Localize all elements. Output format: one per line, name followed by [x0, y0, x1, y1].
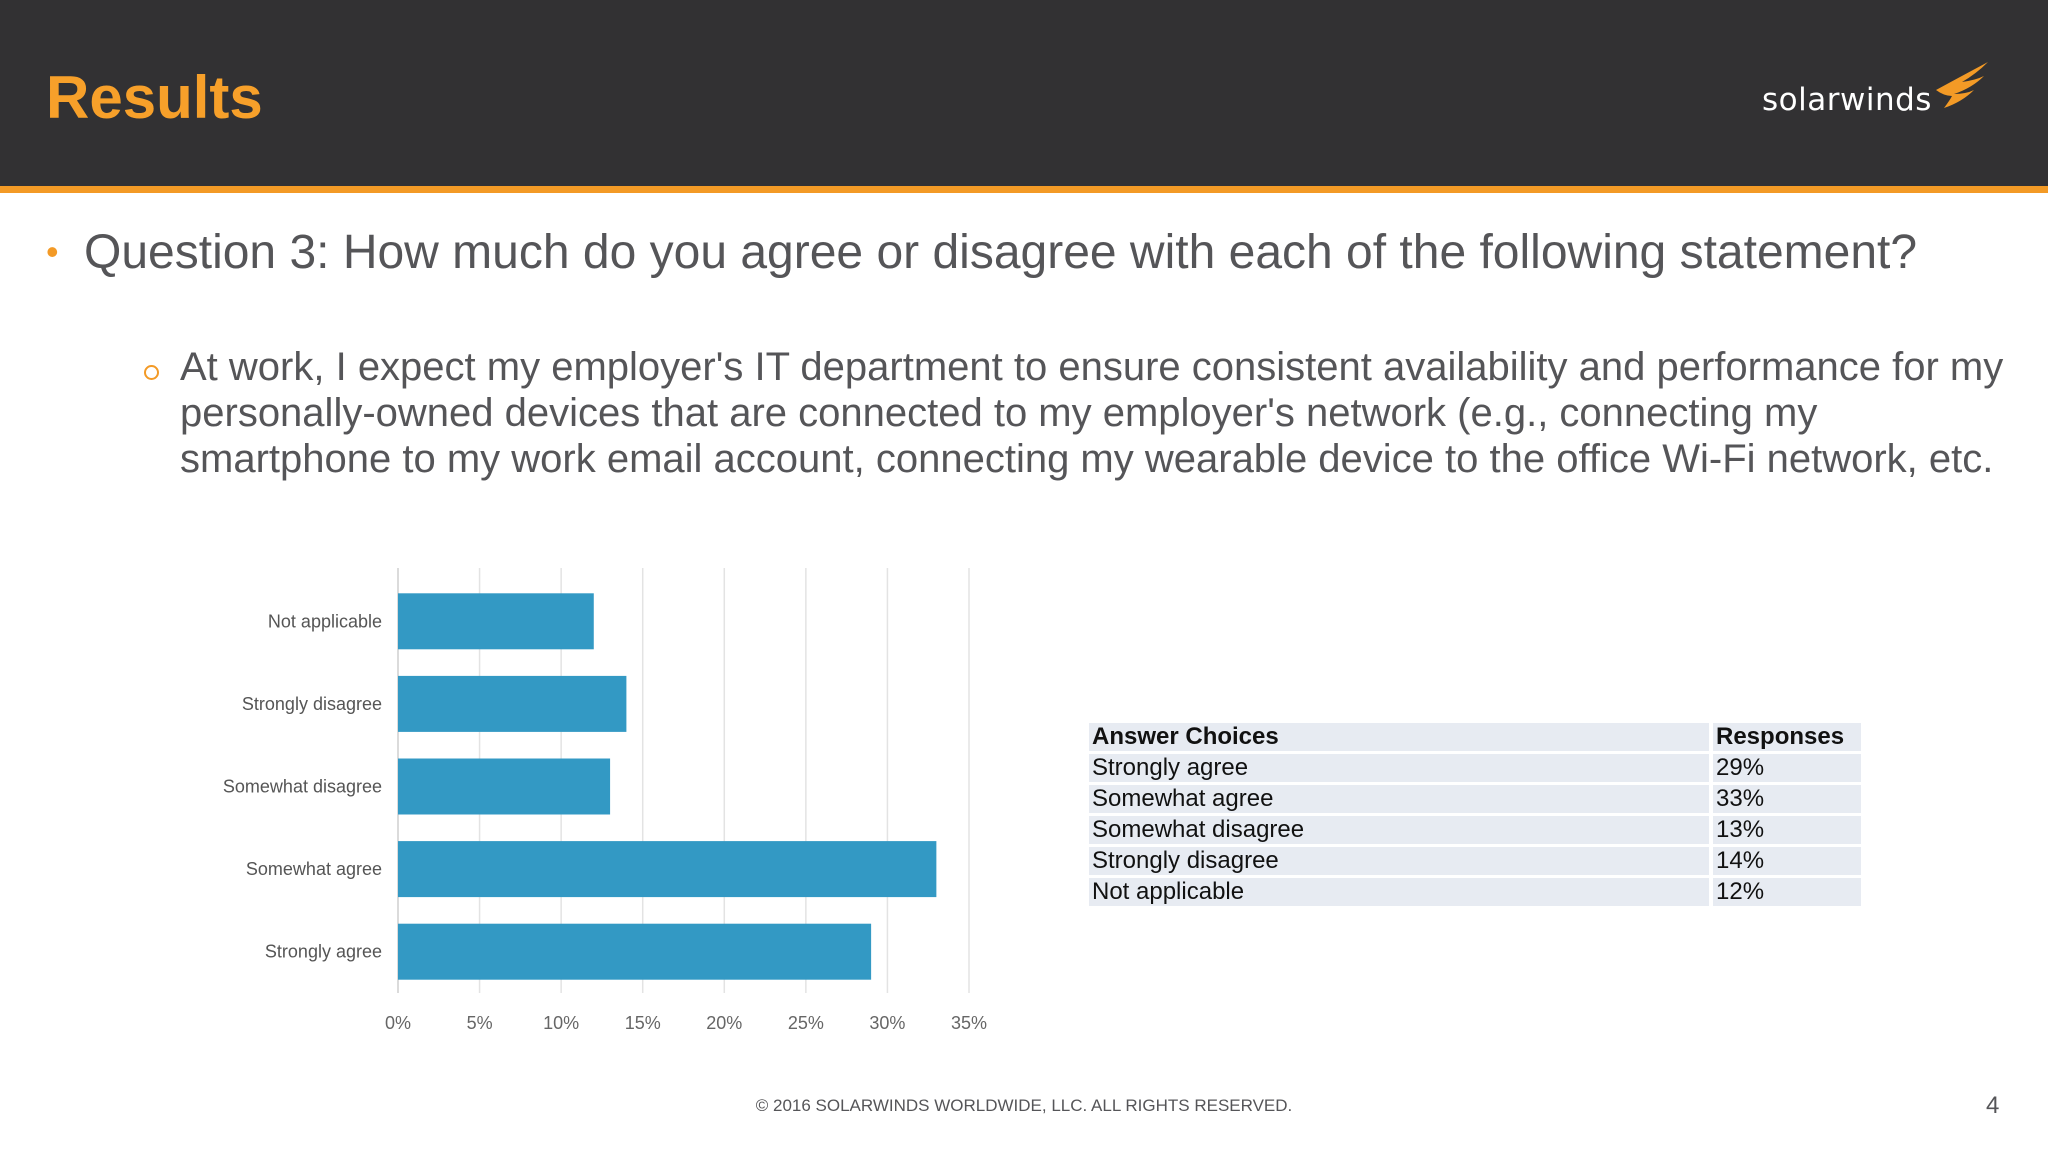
- table-row: Somewhat disagree 13%: [1089, 816, 1861, 844]
- table-header-row: Answer Choices Responses: [1089, 723, 1861, 751]
- chart-x-ticks: 0% 5% 10% 15% 20% 25% 30% 35%: [385, 1013, 987, 1033]
- chart-svg: Not applicable Strongly disagree Somewhat …: [223, 568, 987, 1033]
- table-header-responses: Responses: [1709, 723, 1861, 751]
- bar: [398, 758, 611, 815]
- bar: [398, 841, 937, 898]
- solarwinds-flame-icon: [1936, 62, 1988, 108]
- table-cell-response: 13%: [1709, 816, 1861, 844]
- table-cell-response: 12%: [1709, 878, 1861, 906]
- table-cell-response: 33%: [1709, 785, 1861, 813]
- bar: [398, 675, 627, 732]
- x-tick-label: 5%: [467, 1013, 493, 1033]
- table-cell-response: 14%: [1709, 847, 1861, 875]
- table-cell-answer: Not applicable: [1089, 878, 1709, 906]
- category-label: Strongly agree: [265, 942, 382, 962]
- x-tick-label: 15%: [625, 1013, 661, 1033]
- slide-title: Results: [46, 64, 263, 131]
- bullet-dot-icon: •: [46, 231, 59, 272]
- table-header-answer: Answer Choices: [1089, 723, 1709, 751]
- table-row: Not applicable 12%: [1089, 878, 1861, 906]
- statement-text: At work, I expect my employer's IT depar…: [180, 345, 2004, 481]
- category-label: Not applicable: [268, 611, 382, 631]
- page-number: 4: [1986, 1092, 2000, 1119]
- bar: [398, 923, 872, 980]
- footer-copyright: © 2016 SOLARWINDS WORLDWIDE, LLC. ALL RI…: [755, 1096, 1293, 1115]
- solarwinds-logo: solarwinds: [1762, 60, 1992, 130]
- question-text: Question 3: How much do you agree or dis…: [84, 226, 1918, 279]
- x-tick-label: 10%: [543, 1013, 579, 1033]
- responses-bar-chart: Not applicable Strongly disagree Somewhat …: [190, 568, 1020, 1048]
- table-cell-answer: Somewhat disagree: [1089, 816, 1709, 844]
- x-tick-label: 0%: [385, 1013, 411, 1033]
- table-cell-answer: Somewhat agree: [1089, 785, 1709, 813]
- table-row: Strongly disagree 14%: [1089, 847, 1861, 875]
- x-tick-label: 35%: [951, 1013, 987, 1033]
- table-row: Strongly agree 29%: [1089, 754, 1861, 782]
- table-cell-answer: Strongly disagree: [1089, 847, 1709, 875]
- bullet-circle-icon: [144, 365, 159, 380]
- table-cell-answer: Strongly agree: [1089, 754, 1709, 782]
- category-label: Somewhat agree: [246, 859, 382, 879]
- chart-bars: [398, 593, 937, 980]
- chart-category-labels: Not applicable Strongly disagree Somewhat …: [223, 611, 382, 961]
- slide-header: Results solarwinds: [0, 0, 2048, 193]
- logo-text: solarwinds: [1762, 82, 1932, 118]
- category-label: Strongly disagree: [242, 694, 382, 714]
- x-tick-label: 20%: [706, 1013, 742, 1033]
- category-label: Somewhat disagree: [223, 777, 382, 797]
- answer-table: Answer Choices Responses Strongly agree …: [1089, 720, 1861, 909]
- x-tick-label: 30%: [869, 1013, 905, 1033]
- table-row: Somewhat agree 33%: [1089, 785, 1861, 813]
- table-cell-response: 29%: [1709, 754, 1861, 782]
- x-tick-label: 25%: [788, 1013, 824, 1033]
- bar: [398, 593, 594, 650]
